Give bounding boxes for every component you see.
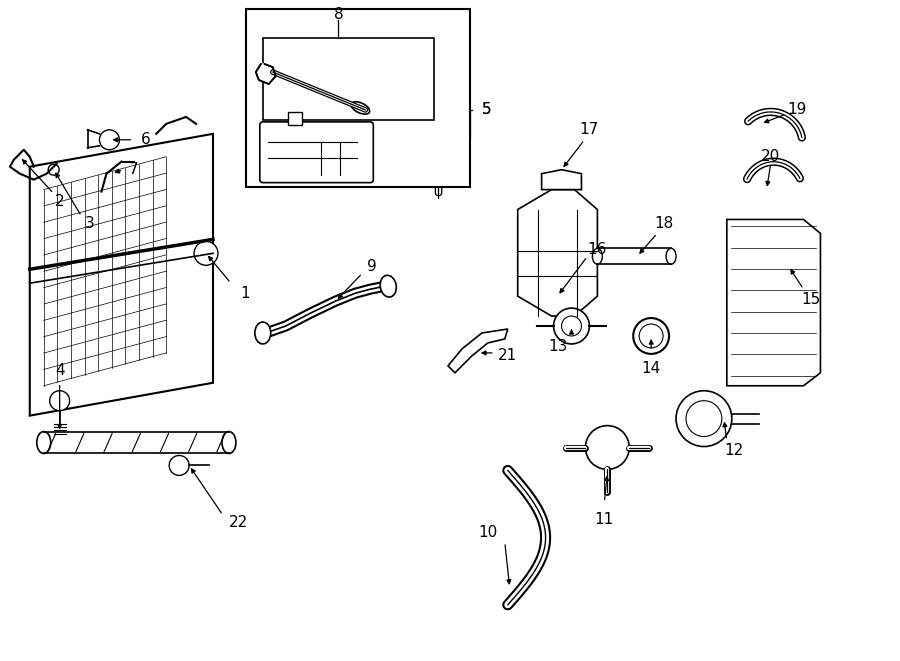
Ellipse shape — [666, 249, 676, 264]
Bar — [288, 112, 302, 125]
Text: 19: 19 — [787, 102, 806, 118]
Text: 20: 20 — [761, 149, 780, 164]
Circle shape — [676, 391, 732, 447]
Text: 10: 10 — [479, 525, 498, 539]
Polygon shape — [542, 170, 581, 190]
Text: 17: 17 — [580, 122, 599, 137]
Text: 7: 7 — [129, 162, 138, 177]
Polygon shape — [256, 64, 275, 84]
Circle shape — [194, 241, 218, 265]
Ellipse shape — [222, 432, 236, 453]
Text: 4: 4 — [55, 364, 65, 378]
Circle shape — [554, 308, 590, 344]
Circle shape — [634, 318, 669, 354]
Circle shape — [169, 455, 189, 475]
Text: 13: 13 — [548, 339, 568, 354]
Text: 12: 12 — [724, 443, 743, 458]
Ellipse shape — [351, 102, 370, 114]
Text: 5: 5 — [482, 102, 491, 118]
Polygon shape — [448, 329, 508, 373]
Circle shape — [686, 401, 722, 436]
Text: 18: 18 — [654, 216, 674, 231]
Text: 15: 15 — [801, 292, 820, 307]
Circle shape — [562, 316, 581, 336]
Polygon shape — [518, 190, 598, 316]
Text: 22: 22 — [230, 515, 248, 529]
Bar — [246, 9, 470, 186]
Ellipse shape — [37, 432, 50, 453]
Text: 9: 9 — [367, 258, 377, 274]
Circle shape — [585, 426, 629, 469]
Text: 2: 2 — [55, 194, 65, 209]
Bar — [263, 38, 434, 120]
Polygon shape — [727, 219, 821, 386]
Text: 21: 21 — [498, 348, 518, 364]
Text: 8: 8 — [334, 7, 343, 22]
Ellipse shape — [255, 322, 271, 344]
Text: ψ: ψ — [434, 184, 443, 198]
Text: 6: 6 — [140, 132, 150, 147]
Text: 3: 3 — [85, 216, 94, 231]
FancyBboxPatch shape — [260, 122, 374, 182]
Circle shape — [49, 164, 59, 175]
Text: 5: 5 — [482, 102, 491, 118]
Circle shape — [50, 391, 69, 410]
Ellipse shape — [380, 276, 396, 297]
Text: 11: 11 — [595, 512, 614, 527]
Circle shape — [100, 130, 120, 150]
Ellipse shape — [592, 249, 602, 264]
Text: 1: 1 — [240, 286, 249, 301]
Text: 16: 16 — [588, 242, 608, 257]
Polygon shape — [30, 134, 213, 416]
Circle shape — [639, 324, 663, 348]
Text: 14: 14 — [642, 361, 661, 376]
